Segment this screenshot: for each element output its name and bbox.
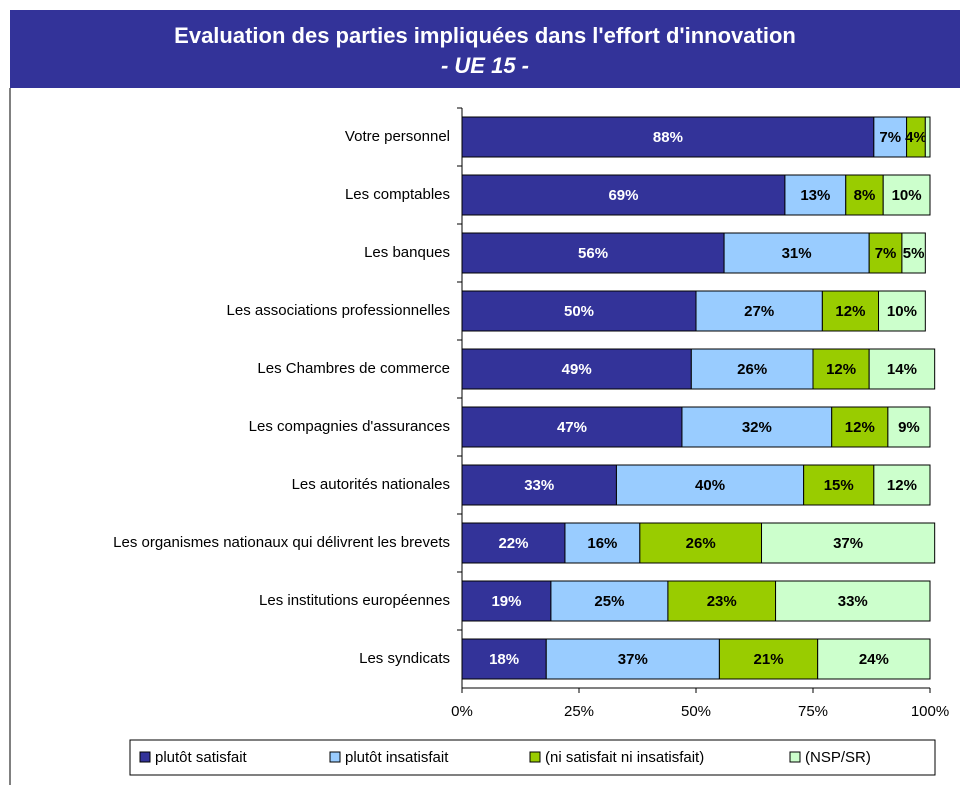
value-label: 32%: [742, 419, 772, 436]
bar-segment: [845, 174, 884, 216]
x-tick-label: 0%: [451, 703, 473, 720]
value-label: 26%: [686, 535, 716, 552]
bar-segment: [461, 406, 683, 448]
bar-segment: [718, 638, 819, 680]
value-label: 8%: [854, 187, 876, 204]
bar-segment: [873, 464, 931, 506]
value-label: 10%: [887, 303, 917, 320]
value-label: 13%: [800, 187, 830, 204]
legend-swatch: [139, 751, 151, 763]
value-label: 14%: [887, 361, 917, 378]
value-label: 88%: [653, 129, 683, 146]
value-label: 24%: [859, 651, 889, 668]
legend-swatch: [329, 751, 341, 763]
value-label: 31%: [782, 245, 812, 262]
value-label: 12%: [845, 419, 875, 436]
bar-segment: [461, 290, 697, 332]
legend-label: plutôt insatisfait: [345, 749, 449, 766]
legend-swatch: [789, 751, 801, 763]
value-label: 16%: [587, 535, 617, 552]
value-label: 33%: [524, 477, 554, 494]
bar-segment: [868, 348, 936, 390]
y-tick-label: Les syndicats: [359, 650, 450, 667]
x-tick-label: 25%: [564, 703, 594, 720]
value-label: 19%: [491, 593, 521, 610]
y-tick-label: Les Chambres de commerce: [257, 360, 450, 377]
value-label: 18%: [489, 651, 519, 668]
bar-segment: [812, 348, 870, 390]
value-label: 37%: [618, 651, 648, 668]
value-label: 50%: [564, 303, 594, 320]
bar-segment: [615, 464, 805, 506]
legend-swatch: [529, 751, 541, 763]
bar-segment: [667, 580, 777, 622]
value-label: 4%: [905, 129, 927, 146]
y-tick-label: Les autorités nationales: [292, 476, 450, 493]
y-tick-label: Les institutions européennes: [259, 592, 450, 609]
value-label: 69%: [608, 187, 638, 204]
y-tick-label: Les compagnies d'assurances: [249, 418, 450, 435]
value-label: 9%: [898, 419, 920, 436]
value-label: 23%: [707, 593, 737, 610]
bar-segment: [461, 464, 617, 506]
value-label: 7%: [875, 245, 897, 262]
bar-segment: [817, 638, 931, 680]
value-label: 22%: [498, 535, 528, 552]
value-label: 5%: [903, 245, 925, 262]
chart-title: Evaluation des parties impliquées dans l…: [174, 23, 796, 48]
value-label: 47%: [557, 419, 587, 436]
value-label: 12%: [835, 303, 865, 320]
value-label: 33%: [838, 593, 868, 610]
bar-segment: [873, 116, 908, 158]
legend-label: plutôt satisfait: [155, 749, 248, 766]
bar-segment: [901, 232, 926, 274]
y-tick-label: Les organismes nationaux qui délivrent l…: [113, 534, 450, 551]
bar-segment: [681, 406, 833, 448]
value-label: 27%: [744, 303, 774, 320]
bar-segment: [878, 290, 926, 332]
bar-segment: [723, 232, 870, 274]
bar-segment: [831, 406, 889, 448]
bar-segment: [887, 406, 931, 448]
chart-subtitle: - UE 15 -: [441, 53, 529, 78]
value-label: 56%: [578, 245, 608, 262]
legend-label: (NSP/SR): [805, 749, 871, 766]
value-label: 37%: [833, 535, 863, 552]
value-label: 12%: [826, 361, 856, 378]
value-label: 25%: [594, 593, 624, 610]
title-banner: [10, 10, 960, 88]
bar-segment: [461, 580, 552, 622]
legend-label: (ni satisfait ni insatisfait): [545, 749, 704, 766]
bar-segment: [550, 580, 669, 622]
value-label: 10%: [892, 187, 922, 204]
bar-segment: [882, 174, 931, 216]
y-tick-label: Votre personnel: [345, 128, 450, 145]
bar-segment: [690, 348, 814, 390]
value-label: 7%: [879, 129, 901, 146]
bar-segment: [803, 464, 875, 506]
bar-segment: [461, 522, 566, 564]
y-tick-label: Les banques: [364, 244, 450, 261]
value-label: 26%: [737, 361, 767, 378]
value-label: 40%: [695, 477, 725, 494]
value-label: 49%: [562, 361, 592, 378]
y-tick-label: Les comptables: [345, 186, 450, 203]
value-label: 15%: [824, 477, 854, 494]
x-tick-label: 75%: [798, 703, 828, 720]
bar-segment: [461, 232, 725, 274]
x-tick-label: 50%: [681, 703, 711, 720]
y-tick-label: Les associations professionnelles: [227, 302, 450, 319]
value-label: 12%: [887, 477, 917, 494]
bar-segment: [761, 522, 936, 564]
bar-segment: [775, 580, 931, 622]
value-label: 21%: [754, 651, 784, 668]
x-tick-label: 100%: [911, 703, 949, 720]
bar-segment: [924, 116, 931, 158]
